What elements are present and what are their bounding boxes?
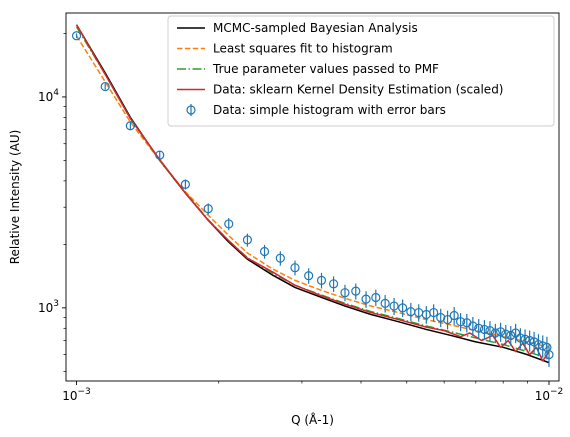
histogram-point xyxy=(506,330,516,341)
histogram-point xyxy=(436,312,446,323)
histogram-point xyxy=(304,271,314,281)
y-axis-label: Relative Intensity (AU) xyxy=(8,130,22,265)
y-tick-label-base: 10 xyxy=(38,301,53,315)
series-line-4 xyxy=(75,24,550,362)
histogram-point xyxy=(442,314,453,325)
histogram-point xyxy=(180,179,191,189)
axes-frame xyxy=(65,12,560,382)
histogram-point xyxy=(100,81,110,92)
histogram-point xyxy=(515,333,526,343)
histogram-point xyxy=(389,301,399,311)
y-tick-label: 103 xyxy=(38,299,59,315)
legend: MCMC-sampled Bayesian Analysis Least squa… xyxy=(167,15,555,127)
histogram-point xyxy=(361,294,371,304)
x-tick-label-exponent: −3 xyxy=(78,387,91,397)
histogram-point xyxy=(224,219,234,229)
x-tick-label: 10−3 xyxy=(62,387,91,403)
histogram-point xyxy=(501,329,511,339)
histogram-point xyxy=(380,298,390,308)
y-tick-label-exponent: 4 xyxy=(53,88,59,98)
histogram-point xyxy=(328,279,339,289)
legend-label-3: True parameter values passed to PMF xyxy=(212,62,439,76)
histogram-point xyxy=(490,328,500,338)
histogram-point xyxy=(474,323,484,333)
histogram-point xyxy=(259,246,270,257)
histogram-point xyxy=(479,324,490,335)
plot-content xyxy=(71,24,554,367)
histogram-point xyxy=(371,292,381,303)
legend-box xyxy=(167,15,555,127)
histogram-point xyxy=(125,121,135,131)
legend-swatch-marker xyxy=(186,105,196,115)
histogram-point xyxy=(242,235,253,245)
x-tick-label: 10−2 xyxy=(535,387,564,403)
histogram-point xyxy=(290,263,300,273)
histogram-point xyxy=(155,150,165,160)
x-tick-label-base: 10 xyxy=(62,389,77,403)
legend-label-5: Data: simple histogram with error bars xyxy=(213,103,446,117)
histogram-point xyxy=(468,321,478,331)
histogram-point xyxy=(203,204,213,214)
y-tick-label-exponent: 3 xyxy=(53,299,59,309)
histogram-point xyxy=(511,328,521,338)
plot-area xyxy=(71,24,554,367)
histogram-point xyxy=(429,307,439,318)
histogram-point xyxy=(544,350,554,360)
x-tick-label-base: 10 xyxy=(535,389,550,403)
histogram-point xyxy=(398,303,408,313)
histogram-point xyxy=(316,275,327,285)
x-axis-label: Q (Å-1) xyxy=(291,412,334,427)
histogram-point xyxy=(485,326,495,336)
histogram-point xyxy=(455,317,466,327)
histogram-point xyxy=(275,253,285,263)
histogram-point xyxy=(496,327,506,337)
histogram-point xyxy=(71,31,82,41)
x-tick-label-exponent: −2 xyxy=(550,387,563,397)
histogram-point xyxy=(340,288,350,298)
legend-label-4: Data: sklearn Kernel Density Estimation … xyxy=(213,83,504,97)
histogram-point xyxy=(351,286,361,296)
y-tick-label-base: 10 xyxy=(38,90,53,104)
legend-label-2: Least squares fit to histogram xyxy=(213,42,393,56)
y-tick-label: 104 xyxy=(38,88,59,104)
histogram-point xyxy=(449,310,459,321)
legend-label-1: MCMC-sampled Bayesian Analysis xyxy=(213,21,418,35)
